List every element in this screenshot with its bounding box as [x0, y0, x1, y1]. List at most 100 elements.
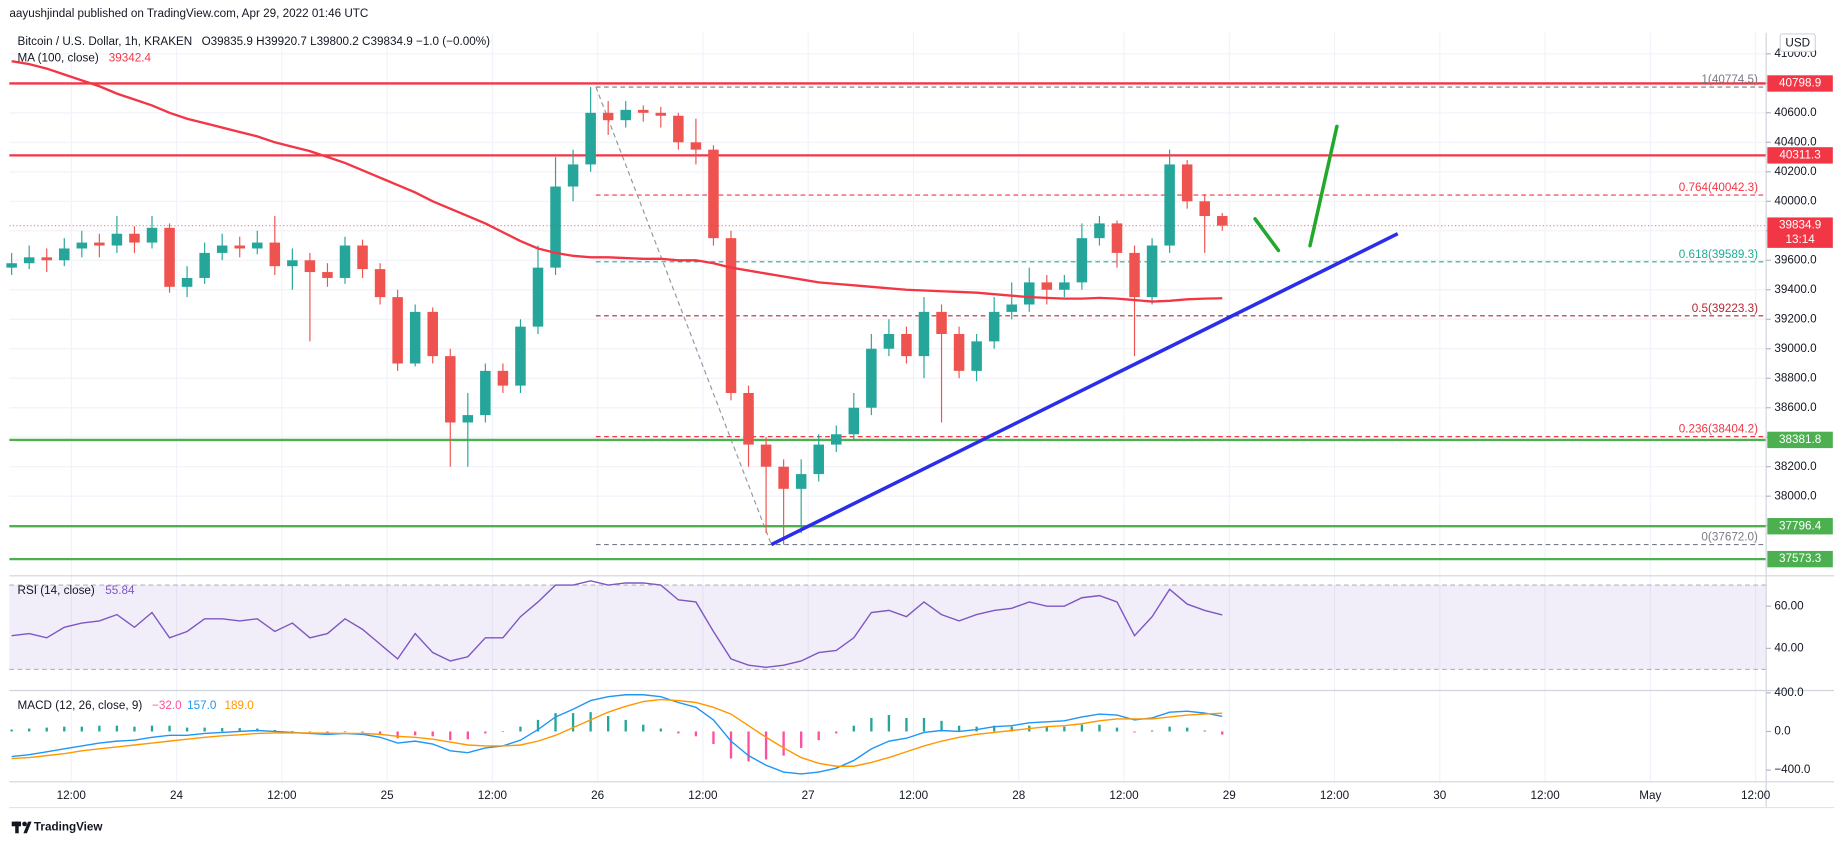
y-tick-label: 0.0: [1774, 725, 1791, 738]
macd-histogram-bar: [273, 730, 276, 732]
macd-histogram-bar: [554, 713, 557, 732]
macd-histogram-bar: [1150, 730, 1154, 732]
candle-body: [743, 392, 754, 445]
macd-histogram-bar: [922, 717, 926, 732]
ma-legend: MA (100, close): [18, 52, 99, 65]
x-tick-label: 12:00: [688, 789, 718, 802]
macd-histogram-bar: [326, 731, 329, 733]
candle-body: [1199, 201, 1210, 217]
candle-body: [655, 112, 667, 116]
candle-body: [322, 272, 333, 278]
macd-histogram-bar: [484, 731, 487, 734]
macd-signal-value: 189.0: [225, 699, 255, 712]
rsi-line: [11, 580, 1223, 669]
level-tag-label: 38381.8: [1779, 433, 1821, 446]
macd-histogram-bar: [361, 731, 364, 733]
macd-histogram-bar: [115, 725, 119, 732]
y-tick-label: 60.00: [1774, 599, 1804, 612]
candle-body: [673, 115, 684, 143]
candle-body: [374, 269, 386, 298]
macd-histogram-bar: [747, 731, 750, 762]
macd-histogram-bar: [800, 731, 803, 748]
macd-legend: MACD (12, 26, close, 9): [18, 699, 143, 712]
y-tick-label: −400.0: [1774, 763, 1811, 776]
x-tick-label: 29: [1223, 789, 1236, 802]
x-tick-label: 12:00: [1530, 789, 1560, 802]
macd-histogram-bar: [764, 731, 768, 760]
candle-body: [988, 311, 1000, 342]
macd-hist-value: −32.0: [152, 699, 182, 712]
candle-body: [41, 257, 52, 261]
ma-line: [11, 60, 1223, 303]
x-tick-label: 12:00: [899, 789, 929, 802]
candle-body: [269, 242, 281, 267]
level-tag-label: 40798.9: [1779, 77, 1821, 90]
candle-body: [234, 245, 245, 249]
macd-histogram-bar: [133, 726, 136, 732]
macd-histogram-bar: [993, 725, 996, 732]
macd-histogram-bar: [1203, 730, 1206, 732]
x-tick-label: 25: [381, 789, 394, 802]
candle-body: [795, 474, 807, 489]
x-tick-label: 26: [591, 789, 604, 802]
candle-body: [620, 109, 631, 121]
fib-label: 0(37672.0): [1701, 531, 1758, 544]
candle-body: [252, 242, 263, 249]
candle-body: [813, 444, 824, 475]
macd-histogram-bar: [238, 728, 241, 732]
macd-histogram-bar: [1185, 727, 1189, 732]
candle-body: [287, 260, 298, 267]
y-tick-label: 38200.0: [1774, 460, 1817, 473]
macd-histogram-bar: [940, 720, 943, 732]
y-tick-label: 40200.0: [1774, 165, 1817, 178]
y-tick-label: 38000.0: [1774, 489, 1817, 502]
candle-body: [199, 252, 210, 278]
level-tag: [1767, 75, 1833, 92]
candle-body: [76, 242, 88, 249]
x-tick-label: 24: [170, 789, 183, 802]
candle-body: [708, 149, 719, 239]
macd-histogram-bar: [449, 731, 452, 741]
macd-histogram-bar: [624, 719, 627, 732]
candle-body: [901, 333, 912, 357]
macd-histogram-bar: [677, 731, 680, 734]
currency: USD: [1785, 36, 1810, 49]
countdown-label: 13:14: [1785, 233, 1815, 246]
level-tag-label: 40311.3: [1779, 148, 1820, 161]
macd-histogram-bar: [63, 726, 66, 732]
y-tick-label: 40000.0: [1774, 194, 1817, 207]
published-by: aayushjindal published on TradingView.co…: [9, 7, 368, 20]
level-tag-label: 37573.3: [1779, 552, 1821, 565]
candle-body: [1111, 223, 1123, 253]
candle-body: [936, 311, 947, 334]
macd-histogram-bar: [291, 730, 294, 732]
candle-body: [6, 263, 17, 268]
y-tick-label: 38800.0: [1774, 371, 1817, 384]
drawn-arrow: [1308, 124, 1339, 248]
candle-body: [304, 260, 316, 273]
y-tick-label: 40600.0: [1774, 106, 1817, 119]
macd-histogram-bar: [1063, 726, 1066, 732]
overlay-layer: 12:00 24 12:00 25 12:00 26 12:00 27 12:00 28 12:00…: [57, 47, 1833, 802]
y-tick-label: 38600.0: [1774, 401, 1817, 414]
candle-body: [532, 267, 544, 327]
candle-body: [778, 466, 789, 489]
candle-body: [1146, 245, 1158, 298]
fib-label: 0.236(38404.2): [1679, 423, 1758, 436]
candle-body: [357, 245, 368, 270]
candle-body: [1041, 282, 1053, 290]
candle-body: [638, 109, 649, 113]
x-tick-label: 12:00: [1109, 789, 1139, 802]
rsi-band: [9, 585, 1767, 670]
candle-body: [866, 348, 877, 408]
x-tick-label: 28: [1012, 789, 1025, 802]
rsi-value: 55.84: [105, 584, 135, 597]
symbol-title: Bitcoin / U.S. Dollar, 1h, KRAKEN: [18, 35, 193, 48]
candle-body: [550, 186, 561, 268]
macd-histogram-bar: [378, 731, 382, 735]
candle-body: [1076, 238, 1088, 283]
fib-label: 0.764(40042.3): [1679, 181, 1758, 194]
macd-histogram-bar: [1115, 727, 1119, 732]
macd-histogram-bar: [466, 731, 469, 740]
macd-histogram-bar: [1010, 726, 1013, 732]
